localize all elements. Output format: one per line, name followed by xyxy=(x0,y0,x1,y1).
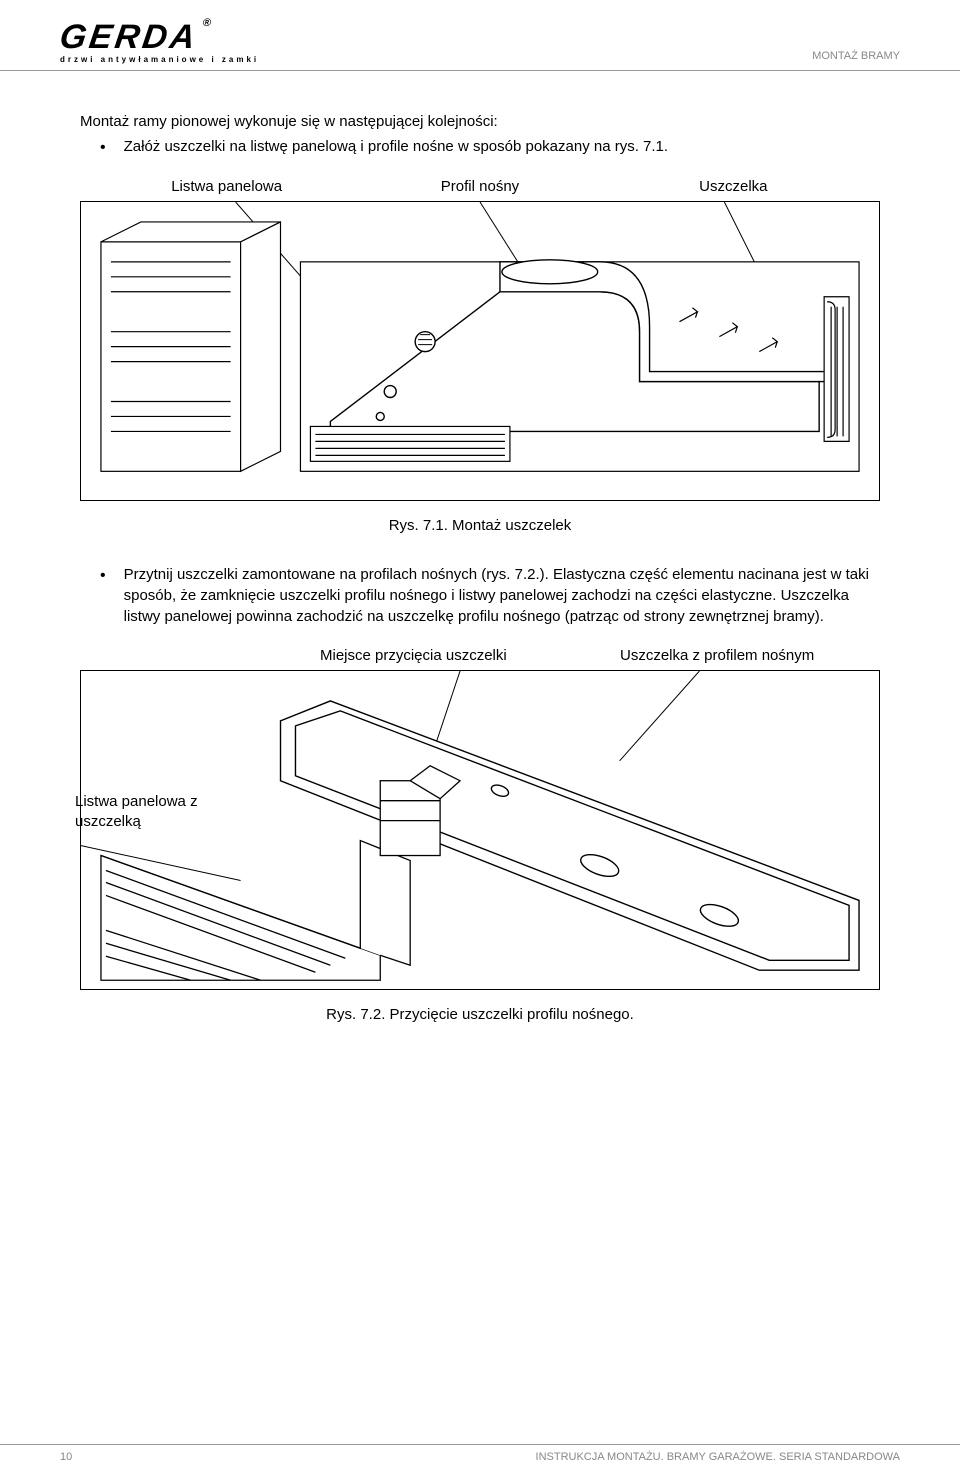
logo-tagline: drzwi antywłamaniowe i zamki xyxy=(60,56,259,64)
figure-1-svg xyxy=(81,202,879,501)
page-footer: 10 INSTRUKCJA MONTAŻU. BRAMY GARAŻOWE. S… xyxy=(0,1444,960,1463)
list-item: • Załóż uszczelki na listwę panelową i p… xyxy=(100,136,880,160)
figure-1-caption: Rys. 7.1. Montaż uszczelek xyxy=(80,517,880,534)
page-header: GERDA ® drzwi antywłamaniowe i zamki MON… xyxy=(0,0,960,71)
figure-2-top-labels: Miejsce przycięcia uszczelki Uszczelka z… xyxy=(80,647,880,664)
bullet-icon: • xyxy=(100,136,106,160)
bullet-icon: • xyxy=(100,564,106,588)
registered-icon: ® xyxy=(202,18,215,29)
bullet-text: Załóż uszczelki na listwę panelową i pro… xyxy=(124,136,668,157)
page-content: Montaż ramy pionowej wykonuje się w nast… xyxy=(0,71,960,1023)
logo: GERDA ® drzwi antywłamaniowe i zamki xyxy=(60,20,259,64)
figure-1 xyxy=(80,201,880,501)
fig2-label-a: Miejsce przycięcia uszczelki xyxy=(320,647,620,664)
list-item: • Przytnij uszczelki zamontowane na prof… xyxy=(100,564,880,627)
bullet-text: Przytnij uszczelki zamontowane na profil… xyxy=(124,564,880,627)
figure-1-labels: Listwa panelowa Profil nośny Uszczelka xyxy=(80,178,880,195)
fig2-label-c: Listwa panelowa z uszczelką xyxy=(75,792,225,831)
doc-title: INSTRUKCJA MONTAŻU. BRAMY GARAŻOWE. SERI… xyxy=(536,1451,900,1463)
page-number: 10 xyxy=(60,1451,72,1463)
logo-text: GERDA ® xyxy=(58,20,201,54)
fig1-label-c: Uszczelka xyxy=(607,178,860,195)
fig1-label-a: Listwa panelowa xyxy=(100,178,353,195)
figure-2-caption: Rys. 7.2. Przycięcie uszczelki profilu n… xyxy=(80,1006,880,1023)
fig1-label-b: Profil nośny xyxy=(353,178,606,195)
intro-text: Montaż ramy pionowej wykonuje się w nast… xyxy=(80,111,880,132)
fig2-label-b: Uszczelka z profilem nośnym xyxy=(620,647,880,664)
figure-2-block: Miejsce przycięcia uszczelki Uszczelka z… xyxy=(80,647,880,990)
logo-brand: GERDA xyxy=(57,18,200,56)
section-title: MONTAŻ BRAMY xyxy=(812,50,900,64)
